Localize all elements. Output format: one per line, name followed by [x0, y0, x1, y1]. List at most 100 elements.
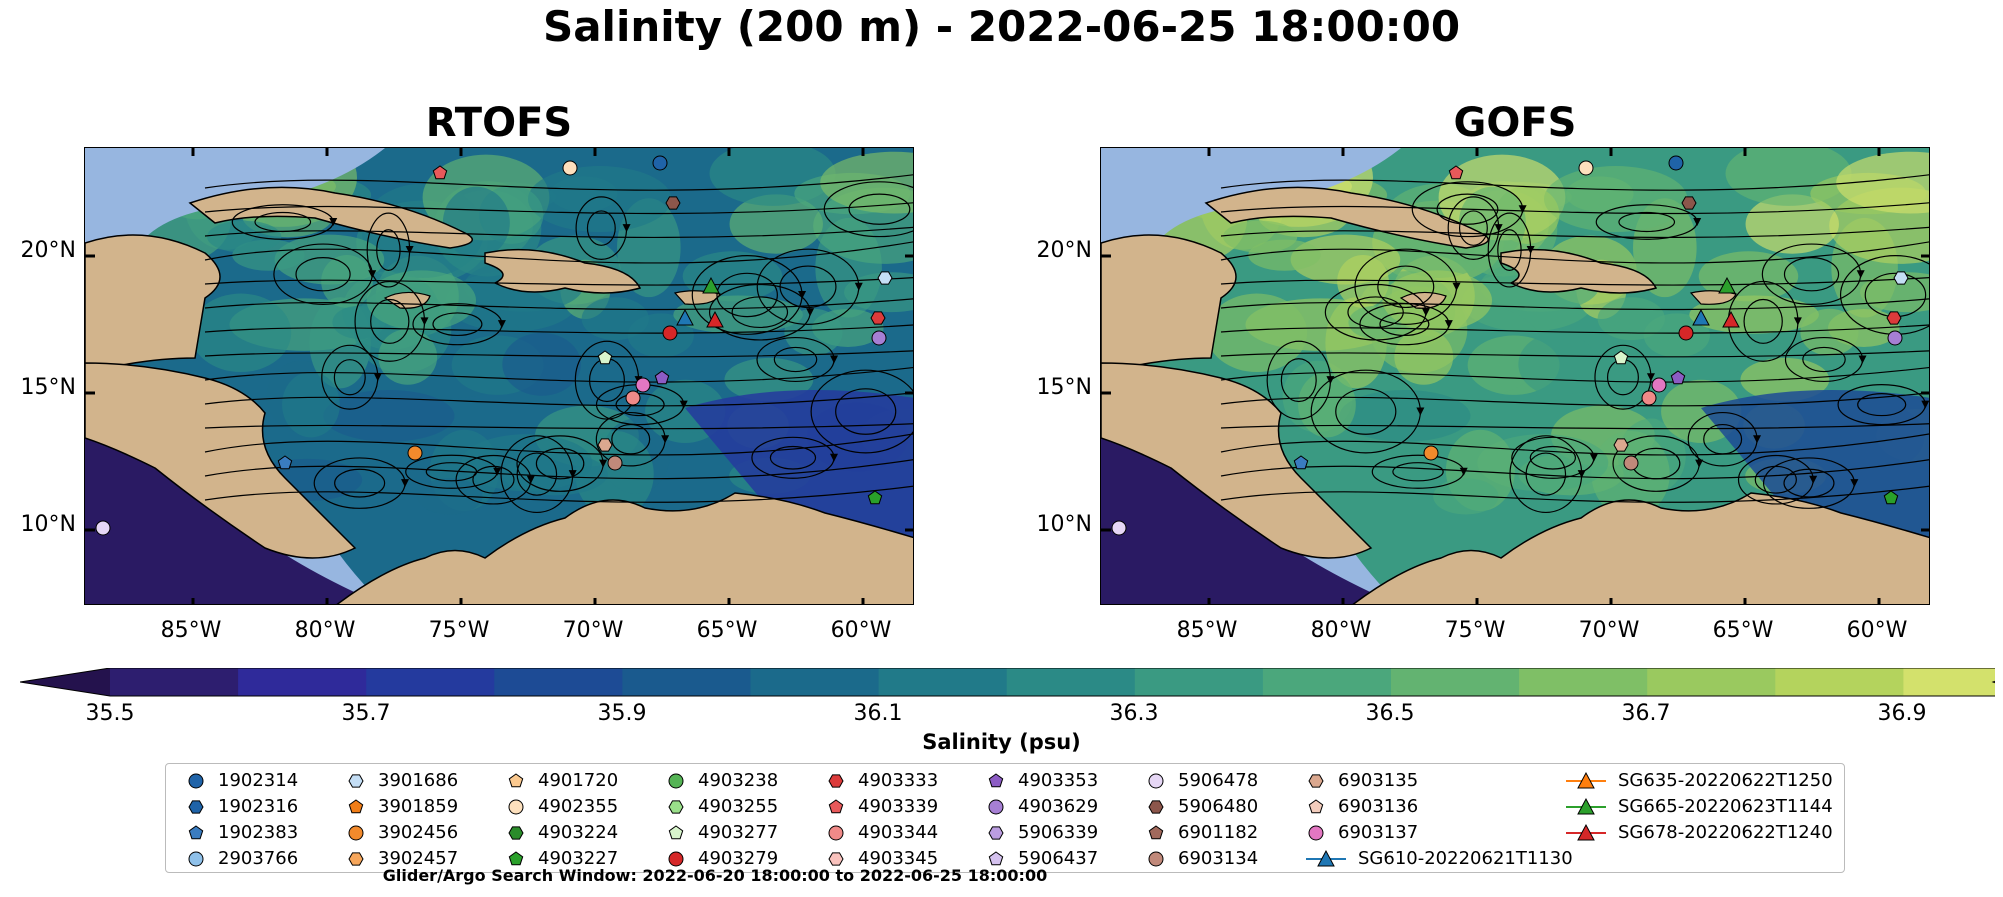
legend-item-4903238: 4903238 — [664, 770, 778, 791]
hispaniola-land — [484, 248, 642, 294]
south-america-land — [336, 492, 913, 604]
gofs-lat-label-20n: 20°N — [1036, 238, 1092, 263]
legend-label: 3902456 — [378, 822, 459, 843]
legend-label: 4903339 — [858, 796, 939, 817]
legend-marker-icon — [1308, 773, 1324, 788]
legend-marker-icon — [508, 772, 524, 787]
map-glider-SG610-20220621T1130 — [676, 308, 694, 326]
map-marker-5906478 — [95, 520, 111, 536]
legend-label: 4901720 — [538, 770, 619, 791]
rtofs-lon-label-65w: 65°W — [696, 618, 758, 643]
legend-item-4903277: 4903277 — [664, 822, 778, 843]
legend-label: 4903255 — [698, 796, 779, 817]
map-marker-6903135 — [597, 438, 613, 452]
legend-marker-icon — [668, 851, 684, 866]
legend-marker-shape — [828, 825, 844, 840]
colorbar-segment — [494, 668, 623, 696]
legend-label: 3902457 — [378, 848, 459, 869]
legend-item-3902457: 3902457 — [344, 848, 458, 869]
legend-marker-icon — [188, 799, 204, 814]
colorbar-segment — [1519, 668, 1648, 696]
puerto-rico-land — [673, 290, 721, 305]
legend-label: 4903344 — [858, 822, 939, 843]
legend-marker-icon — [828, 798, 844, 813]
colorbar-segment — [238, 668, 367, 696]
legend-marker-shape — [1308, 773, 1324, 788]
map-marker-1902383 — [277, 455, 293, 470]
legend-marker-icon — [1148, 799, 1164, 814]
legend-item-4903345: 4903345 — [824, 848, 938, 869]
legend-label: 6903135 — [1338, 770, 1419, 791]
rtofs-lon-label-85w: 85°W — [160, 618, 222, 643]
legend-marker-shape — [828, 798, 844, 813]
rtofs-map[interactable] — [84, 147, 914, 605]
colorbar-tick-36-1: 36.1 — [853, 701, 903, 726]
legend-label: 5906480 — [1178, 796, 1259, 817]
legend-marker-shape — [348, 773, 364, 788]
legend-label: 4903345 — [858, 848, 939, 869]
legend-marker-shape — [348, 825, 364, 840]
gofs-lon-label-70w: 70°W — [1578, 618, 1640, 643]
gofs-lon-label-80w: 80°W — [1310, 618, 1372, 643]
legend-marker-icon — [1308, 825, 1324, 840]
gofs-panel-title: GOFS — [1453, 100, 1577, 146]
colorbar-segment — [366, 668, 495, 696]
legend-marker-shape — [188, 851, 204, 866]
legend-item-4902355: 4902355 — [504, 796, 618, 817]
map-glider-SG665-20220623T1144 — [1718, 276, 1736, 294]
colorbar-segment — [1775, 668, 1904, 696]
map-marker-6903134 — [607, 455, 623, 471]
legend-item-3901859: 3901859 — [344, 796, 458, 817]
rtofs-lat-label-10n: 10°N — [20, 512, 76, 537]
legend-marker-shape — [668, 799, 684, 814]
map-marker-4903344 — [625, 390, 641, 406]
legend-marker-icon — [988, 825, 1004, 840]
legend-label: SG665-20220623T1144 — [1618, 796, 1833, 817]
legend-item-4903227: 4903227 — [504, 848, 618, 869]
legend-item-3901686: 3901686 — [344, 770, 458, 791]
legend-label: SG635-20220622T1250 — [1618, 770, 1833, 791]
map-glider-SG678-20220622T1240 — [1722, 310, 1740, 328]
map-marker-5906480 — [1681, 196, 1697, 210]
gofs-lon-label-75w: 75°W — [1444, 618, 1506, 643]
hispaniola-land — [1500, 248, 1658, 294]
gofs-lon-label-85w: 85°W — [1176, 618, 1238, 643]
central-america-land — [1101, 362, 1373, 559]
gofs-map[interactable] — [1100, 147, 1930, 605]
map-marker-6903134 — [1623, 455, 1639, 471]
legend-marker-icon — [348, 773, 364, 788]
legend-label: 5906437 — [1018, 848, 1099, 869]
legend-marker-icon — [348, 825, 364, 840]
legend-label: 6903136 — [1338, 796, 1419, 817]
rtofs-lat-label-15n: 15°N — [20, 375, 76, 400]
legend-marker-shape — [668, 773, 684, 788]
map-glider-SG610-20220621T1130 — [1692, 308, 1710, 326]
map-marker-4903339 — [1448, 165, 1464, 180]
map-marker-4903333 — [870, 311, 886, 325]
cuba-land — [1204, 186, 1490, 249]
legend-marker-icon — [348, 851, 364, 866]
legend-marker-icon — [828, 825, 844, 840]
colorbar-tick-35-9: 35.9 — [597, 701, 647, 726]
legend-item-1902314: 1902314 — [184, 770, 298, 791]
legend-item-4903224: 4903224 — [504, 822, 618, 843]
puerto-rico-land — [1689, 290, 1737, 305]
legend-item-3902456: 3902456 — [344, 822, 458, 843]
legend-item-5906437: 5906437 — [984, 848, 1098, 869]
legend-marker-shape — [668, 824, 684, 839]
map-marker-6903135 — [1613, 438, 1629, 452]
legend-marker-icon — [668, 773, 684, 788]
observation-markers — [95, 155, 893, 536]
legend-item-6903134: 6903134 — [1144, 848, 1258, 869]
south-america-land — [1352, 492, 1929, 604]
legend-label: 4903227 — [538, 848, 619, 869]
legend-label: 4903224 — [538, 822, 619, 843]
legend-marker-icon — [1308, 798, 1324, 813]
legend-item-6903135: 6903135 — [1304, 770, 1418, 791]
legend-marker-shape — [828, 851, 844, 866]
legend-marker-icon — [668, 799, 684, 814]
legend-marker-icon — [508, 850, 524, 865]
legend-item-4903279: 4903279 — [664, 848, 778, 869]
legend-marker-icon — [188, 824, 204, 839]
central-america-land — [85, 362, 357, 559]
